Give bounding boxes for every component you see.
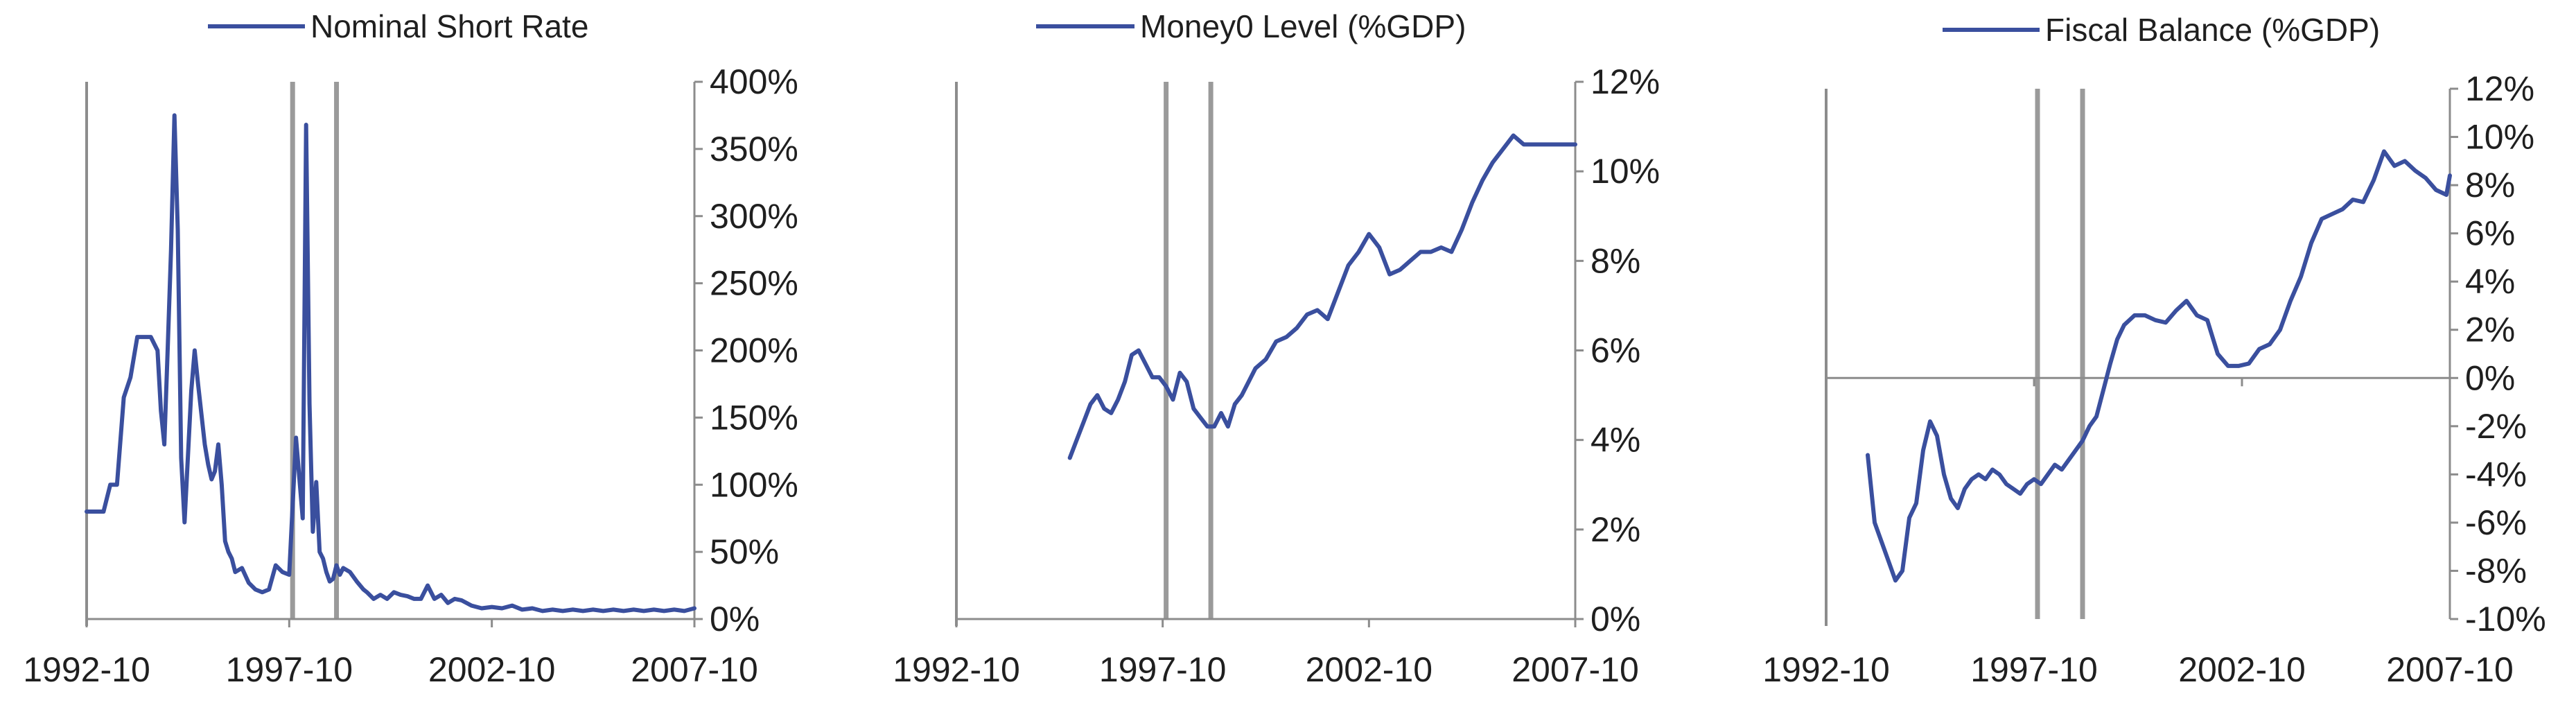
x-tick-label: 1997-10 xyxy=(226,650,353,689)
x-tick-label: 2007-10 xyxy=(2386,650,2514,689)
x-tick-label: 2007-10 xyxy=(631,650,758,689)
vertical-markers xyxy=(1164,82,1213,619)
y-tick-label: 6% xyxy=(2465,214,2515,253)
y-tick-labels: -10% -8% -6% -4% -2% 0% 2% 4% 6% 8% 10% 12% xyxy=(2465,69,2546,638)
legend: Nominal Short Rate xyxy=(208,8,588,44)
y-tick-label: 8% xyxy=(2465,166,2515,204)
x-tick-label: 2002-10 xyxy=(428,650,556,689)
legend-label: Fiscal Balance (%GDP) xyxy=(2045,12,2380,48)
x-tick-label: 1992-10 xyxy=(1762,650,1890,689)
vertical-markers xyxy=(2035,89,2085,619)
vertical-markers xyxy=(290,82,340,619)
y-tick-label: 50% xyxy=(710,532,779,571)
x-tick-label: 2002-10 xyxy=(2178,650,2306,689)
y-tick-label: -10% xyxy=(2465,600,2546,638)
series-line xyxy=(1866,149,2452,583)
y-tick-label: 10% xyxy=(2465,118,2534,157)
x-tick-labels: 1992-10 1997-10 2002-10 2007-10 xyxy=(23,650,758,689)
panel-money0-level: Money0 Level (%GDP) 0% 2% 4% 6% 8% 10% 12% 199… xyxy=(893,8,1660,689)
y-tick-label: 250% xyxy=(710,264,798,303)
y-tick-label: 6% xyxy=(1591,331,1640,370)
y-tick-label: 400% xyxy=(710,62,798,101)
x-tick-labels: 1992-10 1997-10 2002-10 2007-10 xyxy=(1762,650,2514,689)
panel-fiscal-balance: Fiscal Balance (%GDP) -10% -8% -6% -4% -2% 0%… xyxy=(1762,12,2546,689)
y-tick-label: -4% xyxy=(2465,455,2527,494)
y-tick-label: 100% xyxy=(710,465,798,504)
panel-nominal-short-rate: Nominal Short Rate 0% 50% 100% 150% 200% 250%… xyxy=(23,8,798,689)
plot-frame xyxy=(85,80,703,627)
y-tick-label: 200% xyxy=(710,331,798,370)
legend: Money0 Level (%GDP) xyxy=(1036,8,1466,44)
y-tick-label: 0% xyxy=(710,600,760,638)
legend-label: Money0 Level (%GDP) xyxy=(1140,8,1466,44)
y-tick-label: 150% xyxy=(710,398,798,437)
legend-label: Nominal Short Rate xyxy=(310,8,588,44)
x-tick-label: 1992-10 xyxy=(23,650,150,689)
legend: Fiscal Balance (%GDP) xyxy=(1943,12,2380,48)
y-tick-labels: 0% 2% 4% 6% 8% 10% 12% xyxy=(1591,62,1660,638)
y-tick-label: 4% xyxy=(1591,421,1640,460)
y-tick-label: -6% xyxy=(2465,503,2527,542)
y-tick-label: 10% xyxy=(1591,152,1660,191)
x-tick-label: 1997-10 xyxy=(1099,650,1227,689)
y-tick-label: 0% xyxy=(1591,600,1640,638)
y-tick-label: 2% xyxy=(2465,311,2515,349)
y-tick-label: 2% xyxy=(1591,510,1640,549)
y-tick-label: 4% xyxy=(2465,262,2515,301)
x-tick-label: 1992-10 xyxy=(893,650,1020,689)
series-line xyxy=(1067,133,1577,460)
series-line xyxy=(85,113,696,613)
y-tick-label: 12% xyxy=(1591,62,1660,101)
x-tick-label: 1997-10 xyxy=(1970,650,2098,689)
y-tick-label: 300% xyxy=(710,197,798,236)
y-tick-label: -8% xyxy=(2465,551,2527,590)
y-tick-label: -2% xyxy=(2465,407,2527,446)
plot-frame xyxy=(955,80,1584,627)
y-tick-label: 0% xyxy=(2465,358,2515,397)
x-tick-label: 2002-10 xyxy=(1306,650,1433,689)
plot-frame xyxy=(1825,87,2458,626)
y-tick-label: 12% xyxy=(2465,69,2534,108)
y-tick-label: 350% xyxy=(710,130,798,168)
x-tick-labels: 1992-10 1997-10 2002-10 2007-10 xyxy=(893,650,1639,689)
y-tick-label: 8% xyxy=(1591,241,1640,280)
y-tick-labels: 0% 50% 100% 150% 200% 250% 300% 350% 400% xyxy=(710,62,798,638)
x-tick-label: 2007-10 xyxy=(1512,650,1639,689)
